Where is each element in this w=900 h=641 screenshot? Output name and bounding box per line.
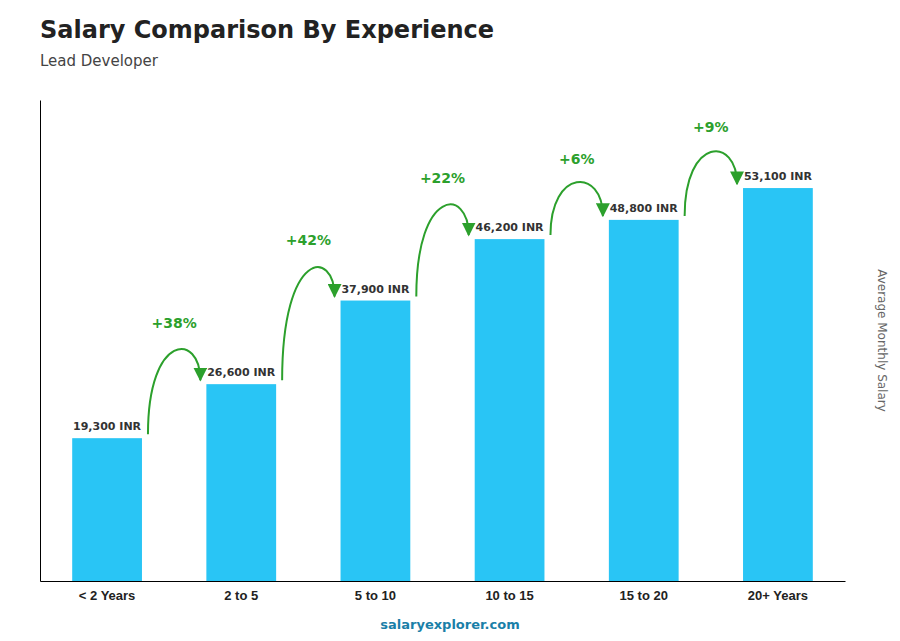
y-axis-line	[40, 101, 41, 582]
bar	[475, 239, 545, 581]
annotation: +9%	[693, 119, 729, 135]
x-tick: 10 to 15	[485, 581, 533, 603]
data-label: 46,200 INR	[476, 221, 545, 234]
data-label: 19,300 INR	[73, 420, 142, 433]
plot: < 2 Years 2 to 5 5 to 10 10 to 15 15 to 20 20…	[41, 101, 846, 604]
bar	[72, 438, 142, 581]
x-tick-label: < 2 Years	[79, 588, 136, 603]
data-label: 53,100 INR	[744, 170, 813, 183]
bar	[341, 301, 411, 581]
bars	[72, 188, 813, 581]
data-label: 48,800 INR	[610, 202, 679, 215]
change-arrow	[416, 204, 468, 296]
bar	[743, 188, 813, 581]
subtitle: Lead Developer	[40, 52, 159, 70]
x-tick-label: 2 to 5	[224, 588, 258, 603]
x-tick: 2 to 5	[224, 581, 258, 603]
title: Salary Comparison By Experience	[40, 16, 494, 44]
chart: Salary Comparison By Experience Lead Deve…	[0, 0, 900, 641]
change-arrow	[685, 151, 737, 216]
x-tick: 20+ Years	[748, 581, 808, 603]
x-tick-label: 10 to 15	[485, 588, 533, 603]
y-axis	[40, 101, 41, 582]
x-tick: 15 to 20	[620, 581, 668, 603]
x-tick: < 2 Years	[79, 581, 136, 603]
annotation: +38%	[152, 315, 197, 331]
change-arrow	[148, 349, 200, 434]
x-axis: < 2 Years 2 to 5 5 to 10 10 to 15 15 to 20 20…	[41, 581, 846, 603]
footer: salaryexplorer.com	[380, 617, 519, 632]
change-arrows: +38% +42% +22% +6% +9%	[148, 119, 737, 434]
bar	[206, 384, 276, 581]
annotation: +22%	[420, 170, 465, 186]
x-axis-line	[41, 581, 846, 582]
y-axis-title: Average Monthly Salary	[875, 269, 889, 412]
x-tick: 5 to 10	[355, 581, 396, 603]
bar	[609, 220, 679, 581]
x-tick-label: 20+ Years	[748, 588, 808, 603]
data-label: 26,600 INR	[207, 366, 276, 379]
change-arrow	[550, 182, 602, 235]
annotation: +6%	[559, 151, 595, 167]
data-label: 37,900 INR	[341, 283, 410, 296]
x-tick-label: 5 to 10	[355, 588, 396, 603]
annotation: +42%	[286, 232, 331, 248]
change-arrow	[282, 267, 334, 380]
x-tick-label: 15 to 20	[620, 588, 668, 603]
